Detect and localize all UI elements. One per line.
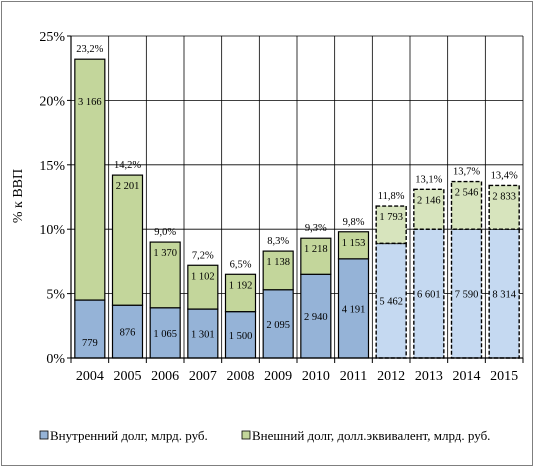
bar-external-2004 <box>74 58 106 301</box>
value-label-external-2005: 2 201 <box>116 181 140 192</box>
value-label-domestic-2012: 5 462 <box>379 297 403 308</box>
bar-domestic-2005 <box>111 304 144 359</box>
bar-external-2014 <box>450 180 483 230</box>
total-label-2005: 14,2% <box>114 160 141 171</box>
value-label-domestic-2005: 876 <box>120 328 136 339</box>
legend-label-domestic: Внутренний долг, млрд. руб. <box>50 428 208 443</box>
bar-domestic-2011 <box>337 258 370 359</box>
value-label-domestic-2013: 6 601 <box>417 290 441 301</box>
value-label-domestic-2006: 1 065 <box>153 329 177 340</box>
total-label-2008: 6,5% <box>230 259 252 270</box>
value-label-external-2006: 1 370 <box>153 248 177 259</box>
value-label-external-2011: 1 153 <box>342 238 366 249</box>
total-label-2006: 9,0% <box>154 227 176 238</box>
total-label-2012: 11,8% <box>378 191 405 202</box>
bar-external-2011 <box>337 231 370 260</box>
value-label-external-2015: 2 833 <box>492 191 516 202</box>
value-label-external-2004: 3 166 <box>78 97 102 108</box>
y-tick-label-15: 15% <box>39 159 65 174</box>
value-label-external-2013: 2 146 <box>417 195 441 206</box>
total-label-2010: 9,3% <box>305 223 327 234</box>
bar-domestic-2010 <box>300 273 332 359</box>
legend-swatch-external <box>241 430 251 440</box>
data-labels: 779 3 166 23,2% 876 2 201 14,2% 1 065 1 370 9,0%… <box>76 44 518 349</box>
bar-external-2007 <box>187 264 219 310</box>
value-label-domestic-2014: 7 590 <box>455 290 479 301</box>
bar-domestic-2014 <box>450 228 483 359</box>
value-label-external-2014: 2 546 <box>455 188 479 199</box>
value-label-domestic-2004: 779 <box>82 338 98 349</box>
bar-external-2005 <box>111 174 144 306</box>
x-tick-label-2008: 2008 <box>227 369 255 384</box>
bar-domestic-2006 <box>149 307 181 359</box>
value-label-external-2009: 1 138 <box>266 257 290 268</box>
bar-external-2012 <box>375 205 407 245</box>
y-tick-label-0: 0% <box>46 352 65 367</box>
total-label-2015: 13,4% <box>491 170 518 181</box>
x-tick-label-2009: 2009 <box>264 369 292 384</box>
total-label-2004: 23,2% <box>76 44 103 55</box>
value-label-domestic-2009: 2 095 <box>266 320 290 331</box>
bar-domestic-2008 <box>224 311 257 359</box>
total-label-2007: 7,2% <box>192 250 214 261</box>
y-tick-label-25: 25% <box>39 30 65 45</box>
x-tick-label-2006: 2006 <box>151 369 179 384</box>
x-tick-label-2012: 2012 <box>377 369 405 384</box>
value-label-domestic-2010: 2 940 <box>304 312 328 323</box>
total-label-2011: 9,8% <box>343 217 365 228</box>
x-tick-label-2013: 2013 <box>415 369 443 384</box>
value-label-external-2010: 1 218 <box>304 244 328 255</box>
value-label-domestic-2008: 1 500 <box>229 331 253 342</box>
gridlines <box>70 35 524 359</box>
total-label-2009: 8,3% <box>267 236 289 247</box>
value-label-external-2007: 1 102 <box>191 271 215 282</box>
bar-domestic-2015 <box>488 228 520 359</box>
x-tick-label-2005: 2005 <box>114 369 142 384</box>
bar-external-2015 <box>488 184 520 230</box>
bar-external-2010 <box>300 237 332 275</box>
y-tick-label-5: 5% <box>46 288 65 303</box>
x-tick-label-2004: 2004 <box>76 369 104 384</box>
bar-domestic-2004 <box>74 299 106 359</box>
value-label-external-2012: 1 793 <box>379 212 403 223</box>
bar-external-2008 <box>224 273 257 313</box>
bar-external-2006 <box>149 241 181 309</box>
x-tick-label-2014: 2014 <box>453 369 481 384</box>
legend-swatch-domestic <box>39 430 49 440</box>
x-tick-label-2015: 2015 <box>490 369 518 384</box>
bar-external-2013 <box>413 188 445 230</box>
x-tick-label-2010: 2010 <box>302 369 330 384</box>
axes: 0% 5% 10% 15% 20% 25% 2004 2005 2006 2007 2008 2009… <box>39 30 524 384</box>
x-tick-label-2007: 2007 <box>189 369 217 384</box>
y-tick-label-10: 10% <box>39 223 65 238</box>
y-axis-label: % к ВВП <box>11 169 26 223</box>
legend: Внутренний долг, млрд. руб. Внешний долг… <box>39 428 490 443</box>
x-tick-label-2011: 2011 <box>340 369 367 384</box>
y-tick-label-20: 20% <box>39 94 65 109</box>
value-label-external-2008: 1 192 <box>229 280 253 291</box>
value-label-domestic-2007: 1 301 <box>191 330 215 341</box>
bars <box>74 58 520 359</box>
value-label-domestic-2015: 8 314 <box>492 290 516 301</box>
bar-domestic-2009 <box>262 289 294 359</box>
total-label-2014: 13,7% <box>453 167 480 178</box>
total-label-2013: 13,1% <box>415 174 442 185</box>
value-label-domestic-2011: 4 191 <box>342 304 366 315</box>
legend-label-external: Внешний долг, долл.эквивалент, млрд. руб… <box>252 428 490 443</box>
bar-external-2009 <box>262 250 294 291</box>
